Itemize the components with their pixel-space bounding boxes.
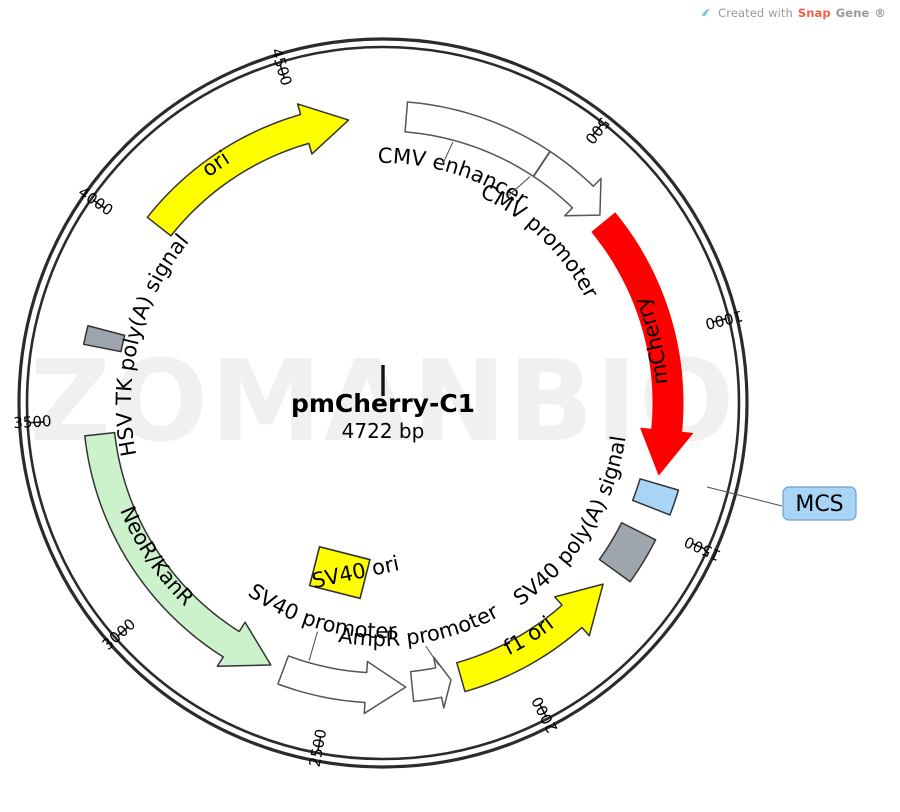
feature-sv40-polya-signal[interactable] — [598, 521, 657, 583]
mcs-leader-line — [706, 486, 783, 507]
feature-shape-sv40-promoter[interactable] — [277, 655, 407, 715]
feature-shape-cmv-promoter[interactable] — [532, 150, 602, 217]
credit-trademark: ® — [874, 6, 886, 20]
mcs-callout[interactable]: MCS — [706, 486, 857, 521]
feature-sv40-promoter[interactable] — [277, 655, 407, 715]
feature-mcherry[interactable] — [591, 212, 694, 476]
backbone-outer-circle — [17, 37, 749, 769]
plasmid-length-label: 4722 bp — [342, 419, 425, 443]
backbone-inner-circle — [25, 45, 741, 761]
feature-neor-kanr[interactable] — [84, 431, 272, 667]
feature-shape-hsv-tk-polya-signal[interactable] — [82, 324, 126, 353]
feature-shape-sv40-ori[interactable] — [308, 545, 371, 600]
leader-ampr-promoter — [425, 645, 440, 666]
credit-prefix: Created with — [718, 6, 793, 20]
credit-brand-snap: Snap — [797, 6, 831, 20]
feature-shape-ampr-promoter[interactable] — [409, 656, 452, 709]
leader-sv40-promoter — [308, 631, 318, 661]
feature-f1-ori[interactable] — [456, 583, 604, 693]
leader-cmv-enhancer — [442, 141, 454, 165]
mcs-callout-label: MCS — [795, 492, 843, 517]
feature-ori[interactable] — [146, 103, 350, 237]
snapgene-credit: Created with Snap Gene ® — [699, 6, 886, 20]
watermark-text: ZOMANBIO — [30, 337, 737, 467]
feature-sv40-ori[interactable] — [308, 545, 371, 600]
feature-hsv-tk-polya-signal[interactable] — [82, 324, 126, 353]
mcs-callout-box[interactable] — [782, 486, 857, 521]
tick-mark: 3500 — [13, 412, 52, 432]
feature-ampr-promoter[interactable] — [409, 656, 452, 709]
feature-cmv-promoter[interactable] — [532, 150, 602, 217]
feature-shape-sv40-polya-signal[interactable] — [598, 521, 657, 583]
page-title: pmCherry-C1 — [291, 389, 475, 418]
feature-shape-mcs[interactable] — [631, 478, 680, 516]
feature-shape-ori[interactable] — [146, 103, 350, 237]
snapgene-logo-icon — [699, 6, 713, 20]
feature-shape-mcherry[interactable] — [591, 212, 694, 476]
feature-shape-neor-kanr[interactable] — [84, 431, 272, 667]
tick-label: 3000 — [99, 615, 140, 654]
feature-shape-f1-ori[interactable] — [456, 583, 604, 693]
leader-cmv-promoter — [506, 176, 531, 198]
tick-label: 3500 — [13, 412, 52, 432]
features-group — [82, 101, 694, 715]
feature-mcs[interactable] — [631, 478, 680, 516]
tick-mark: 3000 — [99, 615, 140, 654]
credit-brand-gene: Gene — [835, 6, 870, 20]
